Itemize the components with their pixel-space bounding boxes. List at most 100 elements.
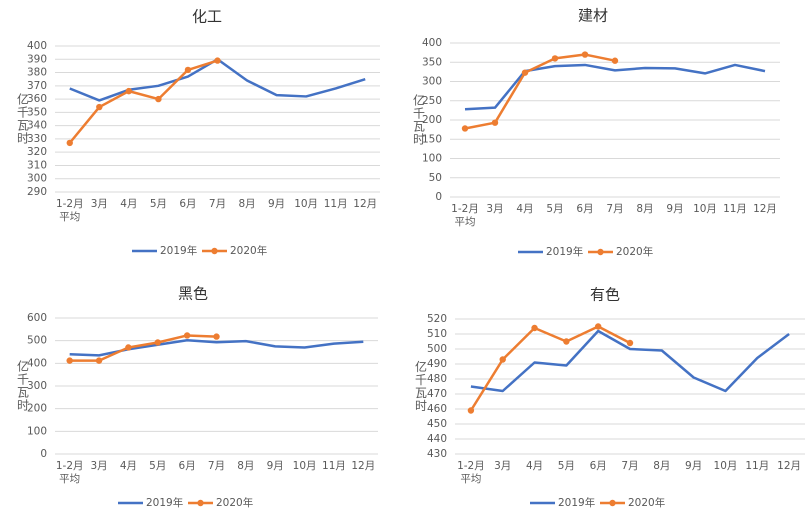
legend-marker — [609, 499, 616, 507]
y-tick-label: 430 — [427, 448, 447, 460]
legend-label: 2019年 — [146, 496, 183, 509]
x-tick-label: 10月 — [693, 203, 717, 215]
data-point — [96, 103, 103, 111]
data-point — [611, 57, 619, 64]
x-tick-label: 5月 — [149, 460, 167, 472]
x-tick-label: 9月 — [267, 198, 286, 210]
series-line — [69, 58, 366, 102]
y-tick-label: 470 — [427, 388, 447, 400]
x-tick-label: 4月 — [120, 198, 138, 210]
series-line — [464, 53, 616, 130]
x-tick-label: 7月 — [606, 203, 624, 215]
x-tick-label: 1-2月平均 — [451, 203, 479, 228]
legend-label: 2020年 — [616, 245, 653, 258]
data-point — [66, 357, 73, 364]
y-tick-label: 300 — [27, 173, 47, 185]
data-point — [499, 356, 506, 363]
y-tick-label: 320 — [27, 146, 47, 158]
data-point — [491, 119, 499, 126]
y-tick-label: 500 — [27, 335, 47, 347]
data-point — [461, 125, 469, 132]
y-tick-label: 100 — [422, 153, 442, 165]
x-tick-label: 6月 — [179, 198, 197, 210]
data-point — [563, 338, 570, 345]
data-point — [184, 66, 192, 74]
legend-label: 2019年 — [546, 245, 583, 258]
x-tick-label: 5月 — [149, 198, 167, 210]
x-tick-label: 11月 — [745, 460, 770, 472]
data-point — [125, 344, 132, 351]
legend-label: 2020年 — [628, 496, 665, 509]
y-tick-label: 370 — [27, 80, 47, 92]
y-tick-label: 300 — [27, 380, 47, 392]
series-line — [69, 334, 217, 362]
y-axis-label: 亿千瓦时 — [412, 93, 426, 146]
x-tick-label: 3月 — [90, 460, 108, 472]
y-tick-label: 400 — [422, 37, 442, 49]
x-tick-label: 12月 — [351, 460, 376, 472]
y-tick-label: 490 — [427, 358, 447, 370]
data-point — [125, 87, 133, 95]
series-line — [469, 325, 631, 412]
legend-marker — [211, 247, 218, 255]
y-tick-label: 350 — [27, 106, 47, 118]
y-tick-label: 440 — [427, 433, 447, 445]
y-tick-label: 0 — [40, 448, 47, 460]
x-tick-label: 4月 — [525, 460, 544, 472]
data-point — [95, 357, 103, 364]
y-tick-label: 200 — [27, 403, 47, 415]
x-tick-label: 3月 — [90, 198, 108, 210]
x-tick-label: 1-2月平均 — [457, 460, 485, 485]
x-tick-label: 9月 — [685, 460, 703, 472]
y-tick-label: 380 — [27, 67, 47, 79]
y-tick-label: 340 — [27, 120, 47, 132]
y-tick-label: 480 — [427, 373, 447, 385]
x-tick-label: 4月 — [119, 460, 137, 472]
series-line — [470, 329, 790, 393]
y-tick-label: 600 — [27, 312, 47, 324]
data-point — [213, 333, 220, 340]
x-tick-label: 9月 — [666, 203, 684, 215]
x-tick-label: 9月 — [266, 460, 284, 472]
series-line — [464, 63, 766, 111]
series-line — [68, 59, 218, 144]
y-tick-label: 520 — [427, 313, 447, 325]
x-tick-label: 3月 — [494, 460, 512, 472]
x-tick-label: 7月 — [208, 198, 227, 210]
x-tick-label: 11月 — [323, 198, 348, 210]
legend-marker — [597, 248, 604, 256]
data-point — [214, 57, 221, 64]
y-tick-label: 100 — [27, 425, 47, 437]
chart-title: 化工 — [192, 8, 222, 26]
y-tick-label: 400 — [27, 40, 47, 52]
y-tick-label: 150 — [422, 133, 442, 145]
y-axis-label: 亿千瓦时 — [16, 92, 30, 145]
y-tick-label: 50 — [429, 172, 442, 184]
y-axis-label: 亿千瓦时 — [16, 359, 30, 412]
x-tick-label: 7月 — [207, 460, 226, 472]
x-tick-label: 8月 — [636, 203, 654, 215]
y-tick-label: 510 — [427, 328, 447, 340]
chart-title: 黑色 — [178, 285, 208, 303]
data-point — [594, 323, 602, 330]
y-tick-label: 310 — [27, 159, 47, 171]
x-tick-label: 1-2月平均 — [55, 460, 84, 485]
x-tick-label: 6月 — [589, 460, 607, 472]
y-tick-label: 290 — [27, 186, 47, 198]
data-point — [551, 55, 559, 62]
x-tick-label: 8月 — [238, 198, 256, 210]
legend-marker — [197, 499, 204, 507]
x-tick-label: 6月 — [178, 460, 196, 472]
x-tick-label: 5月 — [546, 203, 564, 215]
legend-label: 2019年 — [160, 244, 197, 257]
chart-title: 建材 — [578, 7, 608, 25]
y-tick-label: 450 — [427, 418, 447, 430]
data-point — [581, 51, 589, 58]
legend-label: 2019年 — [558, 496, 595, 509]
data-point — [66, 139, 73, 147]
legend-label: 2020年 — [216, 496, 253, 509]
x-tick-label: 11月 — [723, 203, 747, 215]
data-point — [154, 339, 161, 346]
x-tick-label: 4月 — [516, 203, 534, 215]
